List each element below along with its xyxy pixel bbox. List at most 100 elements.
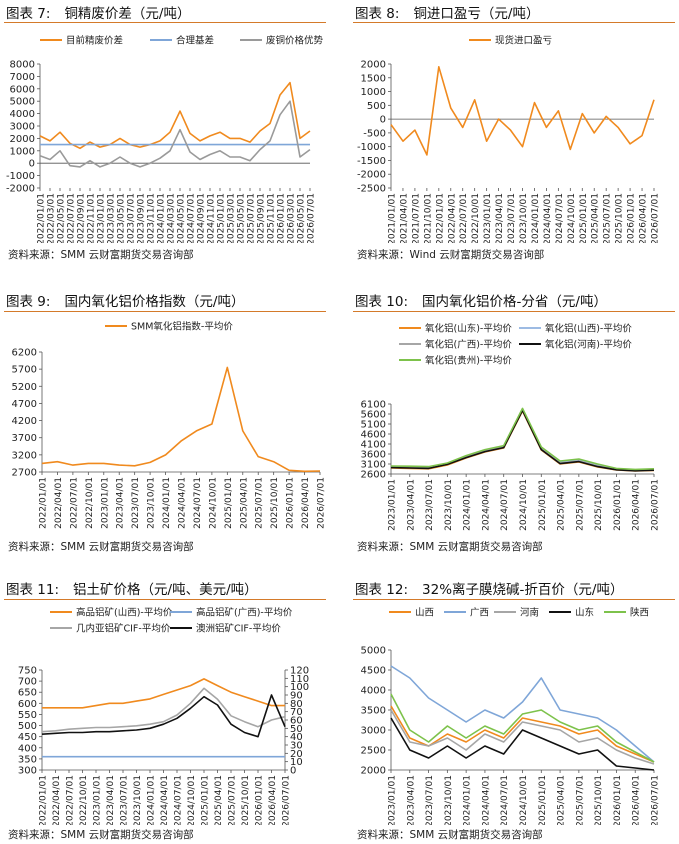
x-tick-label: 2025/03/01 <box>227 193 237 243</box>
x-tick-label: 2024/10/01 <box>208 477 218 529</box>
x-tick-label: 2024/11/01 <box>207 193 217 243</box>
series-line-3 <box>390 717 655 771</box>
chart-panel-caustic-soda: 图表 12: 32%离子膜烧碱-折百价（元/吨） 2000 2500 3000 3500… <box>349 572 679 842</box>
y-tick-label: 1000 <box>10 146 35 157</box>
legend-label: 河南 <box>520 607 539 619</box>
x-tick-label: 2026/07/01 <box>651 479 661 531</box>
series-line-2 <box>390 409 655 472</box>
legend-label: 合理基差 <box>176 35 214 47</box>
title-rule <box>353 599 675 600</box>
x-tick-label: 2025/04/01 <box>591 193 601 243</box>
chart-svg: 2000 2500 3000 3500 4000 4500 5000 2023/01/01 20… <box>361 607 661 826</box>
series-line-3 <box>390 409 655 472</box>
x-tick-label: 2024/01/01 <box>162 477 172 529</box>
y-tick-label: 8000 <box>10 60 35 71</box>
x-tick-label: 2021/10/01 <box>423 193 433 243</box>
x-tick-label: 2026/04/01 <box>632 479 642 531</box>
y-tick-label: 5200 <box>12 382 37 393</box>
y-tick-label: -2000 <box>357 170 386 181</box>
y-tick-label: 0 <box>380 115 386 126</box>
y-tick-label: -500 <box>363 128 386 139</box>
y-tick-label: 5000 <box>10 97 35 108</box>
y-tick-label: 3700 <box>12 433 37 444</box>
x-tick-label: 2024/03/01 <box>167 193 177 243</box>
series-line-2 <box>390 709 655 765</box>
x-tick-label: 2024/10/01 <box>519 479 529 531</box>
x-tick-label: 2025/04/01 <box>557 479 567 531</box>
x-tick-label: 2023/10/01 <box>133 775 143 825</box>
legend-label: 广西 <box>470 607 489 619</box>
y-tick-label: 4500 <box>361 666 386 677</box>
series-line-0 <box>42 678 285 709</box>
x-tick-label: 2025/10/01 <box>594 775 604 825</box>
x-tick-label: 2023/11/01 <box>147 193 157 243</box>
y-tick-label: 350 <box>18 754 37 765</box>
legend-label: 氧化铝(贵州)-平均价 <box>425 355 512 367</box>
legend-label: 废铜价格优势 <box>266 35 324 47</box>
y-tick-label: 2600 <box>361 470 386 481</box>
x-tick-label: 2024/01/01 <box>531 193 541 243</box>
x-tick-label: 2026/07/01 <box>317 477 327 529</box>
y-tick-label: 3600 <box>361 450 386 461</box>
legend-label: 目前精废价差 <box>66 35 123 47</box>
x-tick-label: 2023/10/01 <box>147 477 157 529</box>
x-tick-label: 2026/04/01 <box>632 775 642 825</box>
x-tick-label: 2022/09/01 <box>77 193 87 243</box>
series-line-0 <box>390 705 655 763</box>
x-tick-label: 2025/10/01 <box>241 775 251 825</box>
y2-tick-label: 0 <box>290 766 296 777</box>
chart-title: 图表 10: 国内氧化铝价格-分省（元/吨） <box>355 294 607 310</box>
source-note: 资料来源：SMM 云财富期货交易咨询部 <box>8 249 194 261</box>
y-tick-label: 3000 <box>10 122 35 133</box>
y-tick-label: 4700 <box>12 399 37 410</box>
y2-tick-label: 90 <box>290 691 303 702</box>
y-tick-label: 600 <box>18 699 37 710</box>
y-tick-label: 5600 <box>361 410 386 421</box>
y-tick-label: 400 <box>18 743 37 754</box>
x-tick-label: 2026/03/01 <box>287 193 297 243</box>
x-tick-label: 2025/07/01 <box>603 193 613 243</box>
x-tick-label: 2023/07/01 <box>120 775 130 825</box>
y-tick-label: 2500 <box>361 746 386 757</box>
x-tick-label: 2025/07/01 <box>575 775 585 825</box>
y-tick-label: 4000 <box>10 109 35 120</box>
x-tick-label: 2023/07/01 <box>425 479 435 531</box>
x-tick-label: 2021/01/01 <box>388 193 398 243</box>
title-rule <box>353 22 675 23</box>
x-tick-label: 2023/10/01 <box>519 193 529 243</box>
chart-title: 图表 11: 铝土矿价格（元/吨、美元/吨） <box>6 582 258 598</box>
x-tick-label: 2024/07/01 <box>500 775 510 825</box>
source-note: 资料来源：Wind 云财富期货交易咨询部 <box>357 249 545 261</box>
x-tick-label: 2025/07/01 <box>228 775 238 825</box>
x-tick-label: 2023/01/01 <box>93 775 103 825</box>
x-tick-label: 2023/04/01 <box>406 775 416 825</box>
legend-label: 澳洲铝矿CIF-平均价 <box>196 623 281 635</box>
y-tick-label: 6000 <box>10 84 35 95</box>
y-tick-label: 7000 <box>10 72 35 83</box>
chart-panel-alumina-index: 图表 9: 国内氧化铝价格指数（元/吨） 2700 3200 3700 4200 4700… <box>0 284 330 554</box>
x-tick-label: 2025/10/01 <box>594 479 604 531</box>
x-tick-label: 2022/01/01 <box>39 775 49 825</box>
legend-label: 氧化铝(河南)-平均价 <box>545 339 632 351</box>
chart-title: 图表 9: 国内氧化铝价格指数（元/吨） <box>6 294 245 310</box>
source-note: 资料来源：SMM 云财富期货交易咨询部 <box>8 541 194 553</box>
x-tick-label: 2026/01/01 <box>613 775 623 825</box>
x-tick-label: 2024/07/01 <box>555 193 565 243</box>
chart-panel-alumina-by-province: 图表 10: 国内氧化铝价格-分省（元/吨） 2600 3100 3600 4100 46… <box>349 284 679 554</box>
series-line-4 <box>390 407 655 471</box>
legend-label: 几内亚铝矿CIF-平均价 <box>76 623 171 635</box>
y-tick-label: 5000 <box>361 646 386 657</box>
chart-svg: 2700 3200 3700 4200 4700 5200 5700 6200 2022/01/… <box>12 321 327 529</box>
x-tick-label: 2022/01/01 <box>39 477 49 529</box>
x-tick-label: 2024/01/01 <box>463 775 473 825</box>
y-tick-label: 4000 <box>361 686 386 697</box>
chart-panel-bauxite-price: 图表 11: 铝土矿价格（元/吨、美元/吨） 300 350 400 450 500 550… <box>0 572 330 842</box>
y-tick-label: 550 <box>18 710 37 721</box>
x-tick-label: 2026/04/01 <box>268 775 278 825</box>
x-tick-label: 2025/11/01 <box>267 193 277 243</box>
y-tick-label: 500 <box>367 101 386 112</box>
x-tick-label: 2023/01/01 <box>100 477 110 529</box>
x-tick-label: 2022/04/01 <box>54 477 64 529</box>
legend-label: 陕西 <box>630 607 649 619</box>
x-tick-label: 2026/07/01 <box>282 775 292 825</box>
